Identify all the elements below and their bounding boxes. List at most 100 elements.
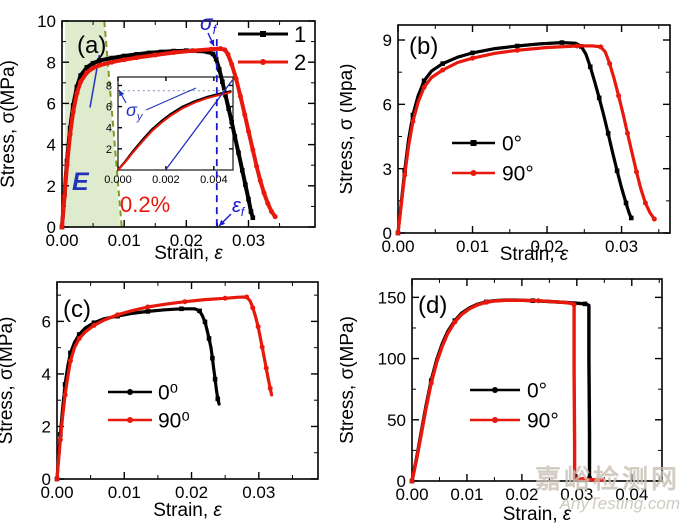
y-tick-label: 100 [378,350,406,369]
data-marker [226,106,231,111]
data-marker [571,302,577,308]
data-marker [96,58,102,63]
data-marker [121,57,127,63]
panel-d-curve-90deg [410,298,606,483]
data-marker [159,49,164,55]
data-marker [587,64,593,70]
legend-marker [492,387,498,393]
data-marker [244,294,250,300]
y-tick-label: 6 [383,95,392,114]
data-marker [190,48,196,54]
data-marker [232,134,238,139]
data-marker [215,396,221,402]
x-tick-label: 0.03 [605,237,638,256]
data-marker [225,51,231,57]
x-tick-label: 0.01 [108,483,141,502]
data-marker [210,355,215,361]
data-marker [259,344,265,350]
y-tick-label: 2 [42,418,51,437]
data-marker [84,65,90,70]
legend-label: 0° [527,380,547,403]
data-marker [223,92,228,98]
data-marker [242,112,248,118]
data-marker [267,385,273,391]
panel-c-stress-strain-chart: 0.00 0.01 0.02 0.03 0 2 4 6 Strain, ε Stress, σ(M… [0,281,319,521]
data-marker [261,190,267,196]
x-tick-label: 0.00 [395,485,428,504]
panel-b-curve-90deg [396,44,656,235]
panel-a-letter: (a) [77,32,106,59]
y-tick-label: 6 [47,95,56,114]
data-marker [625,130,631,136]
x-tick-label: 0.01 [108,231,141,250]
data-marker [197,308,202,314]
legend-marker [470,170,477,176]
data-marker [250,215,256,221]
panel-d-frame [411,278,663,482]
data-marker [96,62,102,68]
panel-a-x-axis-label: Strain, ε [154,243,223,264]
data-marker [243,182,248,188]
data-marker [614,168,620,174]
data-marker [76,332,82,337]
legend-marker [260,31,266,37]
data-marker [213,56,219,62]
data-marker [78,79,84,85]
panel-c-y-axis-label: Stress, σ(MPa) [0,317,17,445]
data-marker [255,324,261,330]
panel-a-y-axis-label: Stress, σ(MPa) [0,60,19,188]
data-marker [402,172,408,178]
data-marker [182,299,188,305]
data-marker [440,61,446,66]
legend-marker [260,59,266,65]
panel-b-y-axis-label: Stress, σ (Mpa) [340,63,357,194]
data-marker [470,55,476,61]
panel-b-frame [397,24,671,234]
data-marker [145,309,151,314]
x-tick-label: 0.02 [170,231,203,250]
data-marker [84,70,90,75]
panel-c-frame [56,281,319,480]
data-marker [514,43,520,49]
data-marker [91,320,97,326]
data-marker [61,193,67,199]
panel-a-inset-curve-2 [117,91,232,171]
data-marker [470,50,475,56]
data-marker [582,301,588,307]
y-tick-label: 0 [47,218,56,237]
data-marker [248,209,254,214]
data-marker [206,336,212,341]
panel-c-x-axis-label: Strain, ε [153,500,222,521]
data-marker [202,319,208,325]
data-marker [514,47,520,53]
data-marker [236,150,241,156]
legend-marker [127,417,133,423]
data-marker [254,163,260,169]
y-tick-label: 9 [383,31,392,50]
data-marker [62,392,68,398]
x-tick-label: 0.03 [232,231,265,250]
data-marker [246,196,251,202]
data-marker [229,119,235,125]
data-marker [171,50,177,56]
data-marker [121,53,127,59]
data-marker [596,95,602,101]
data-marker [628,215,634,221]
data-marker [222,47,228,53]
data-marker [205,49,211,55]
data-marker [78,73,83,78]
data-marker [68,350,73,356]
x-tick-label: 0.000 [104,174,132,186]
y-tick-label: 4 [47,136,56,155]
data-marker [54,476,60,482]
legend-marker [127,389,133,395]
data-marker [265,200,271,206]
sigma-f-label: σf [200,12,218,37]
data-marker [220,79,225,85]
panel-a-stress-strain-chart: 0.00 0.01 0.02 0.03 0 2 4 6 8 10 Strain, ε Stress, … [0,12,316,264]
y-tick-label: 8 [106,80,112,92]
sigma-y-leader-line [145,87,197,111]
data-marker [91,322,97,328]
y-tick-label: 3 [383,160,392,179]
data-marker [145,304,151,310]
